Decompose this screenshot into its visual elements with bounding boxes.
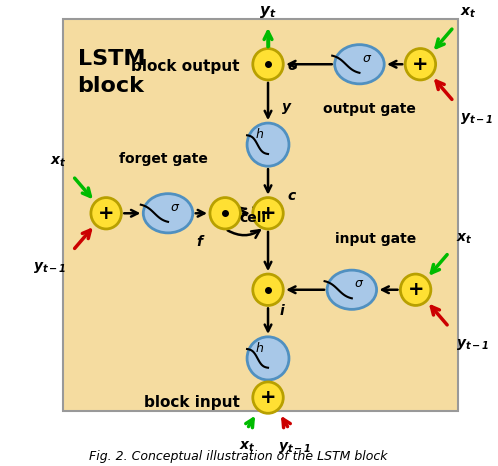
- Text: input gate: input gate: [335, 232, 416, 246]
- Text: LSTM: LSTM: [78, 48, 145, 69]
- Text: $\bfit{y_{t-1}}$: $\bfit{y_{t-1}}$: [456, 337, 489, 352]
- Ellipse shape: [335, 45, 384, 84]
- Text: $\bfit{x_t}$: $\bfit{x_t}$: [456, 231, 472, 246]
- Text: block input: block input: [143, 395, 240, 410]
- Text: $\bfit{y_{t-1}}$: $\bfit{y_{t-1}}$: [278, 440, 311, 455]
- Text: +: +: [260, 204, 276, 223]
- Text: $h$: $h$: [255, 127, 264, 141]
- Ellipse shape: [327, 270, 376, 309]
- Text: forget gate: forget gate: [119, 152, 208, 166]
- Ellipse shape: [143, 194, 193, 233]
- Text: c: c: [287, 189, 295, 203]
- Text: block: block: [78, 76, 144, 96]
- Text: +: +: [407, 280, 424, 299]
- Text: f: f: [197, 235, 203, 249]
- Text: +: +: [412, 55, 429, 74]
- Text: o: o: [287, 59, 297, 73]
- Circle shape: [400, 274, 431, 305]
- Text: output gate: output gate: [323, 102, 415, 116]
- Text: $\bfit{x_t}$: $\bfit{x_t}$: [49, 155, 66, 169]
- FancyArrowPatch shape: [229, 199, 266, 210]
- Text: $h$: $h$: [255, 341, 264, 355]
- Bar: [63, 19, 459, 411]
- Circle shape: [247, 337, 289, 380]
- Circle shape: [253, 48, 283, 80]
- Circle shape: [405, 48, 436, 80]
- Text: $\bfit{x_t}$: $\bfit{x_t}$: [460, 6, 477, 20]
- Text: $\bfit{y_{t-1}}$: $\bfit{y_{t-1}}$: [33, 260, 66, 275]
- Circle shape: [91, 198, 122, 229]
- Text: i: i: [279, 304, 284, 318]
- FancyArrowPatch shape: [228, 230, 259, 238]
- Circle shape: [253, 198, 283, 229]
- Circle shape: [210, 198, 241, 229]
- Text: $\bfit{y_t}$: $\bfit{y_t}$: [259, 4, 277, 20]
- Text: $\sigma$: $\sigma$: [170, 201, 181, 214]
- Text: cell: cell: [240, 211, 266, 225]
- Circle shape: [247, 123, 289, 166]
- Text: $\bfit{y_{t-1}}$: $\bfit{y_{t-1}}$: [460, 111, 494, 126]
- Text: +: +: [260, 388, 276, 407]
- Circle shape: [253, 274, 283, 305]
- Text: block output: block output: [131, 59, 240, 74]
- Text: +: +: [98, 204, 115, 223]
- Circle shape: [253, 382, 283, 413]
- Text: $\bfit{x_t}$: $\bfit{x_t}$: [239, 440, 255, 454]
- Text: $\sigma$: $\sigma$: [362, 52, 372, 65]
- Text: Fig. 2. Conceptual illustration of the LSTM block: Fig. 2. Conceptual illustration of the L…: [89, 450, 388, 463]
- Text: y: y: [282, 100, 291, 114]
- Text: $\sigma$: $\sigma$: [354, 277, 365, 290]
